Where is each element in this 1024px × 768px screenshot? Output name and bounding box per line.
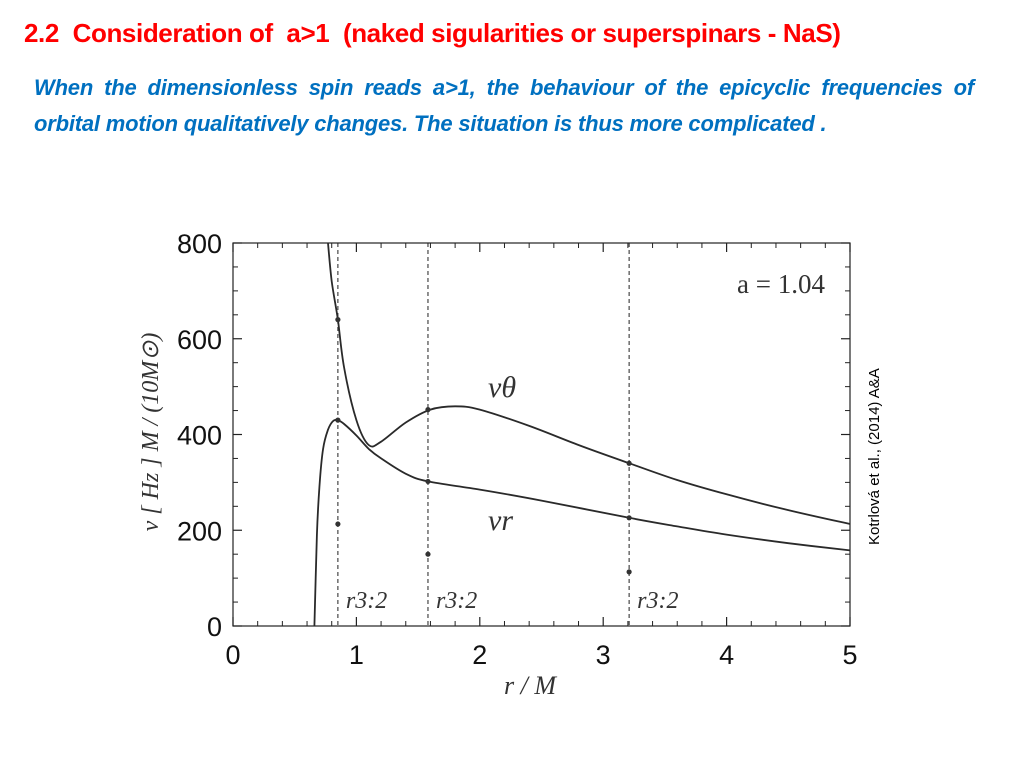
spin-annotation: a = 1.04 bbox=[737, 269, 825, 299]
resonance-point bbox=[626, 569, 632, 575]
figure-credit: Kotrlová et al., (2014) A&A bbox=[866, 368, 883, 545]
resonance-point bbox=[335, 317, 341, 323]
slide-title: 2.2 Consideration of a>1 (naked sigulari… bbox=[24, 18, 841, 48]
y-tick-label: 200 bbox=[177, 516, 222, 546]
series-label-nu-theta: νθ bbox=[488, 371, 516, 404]
x-tick-label: 0 bbox=[225, 640, 240, 670]
nu-r-curve bbox=[313, 418, 851, 627]
x-tick-label: 2 bbox=[472, 640, 487, 670]
y-tick-label: 800 bbox=[177, 229, 222, 259]
nu-theta-curve bbox=[327, 242, 851, 525]
y-axis-label: ν [ Hz ] M / (10M⊙) bbox=[138, 333, 164, 532]
resonance-label: r3:2 bbox=[346, 588, 387, 614]
resonance-point bbox=[425, 407, 431, 413]
resonance-point bbox=[425, 551, 431, 557]
resonance-point bbox=[626, 460, 632, 466]
x-tick-label: 5 bbox=[842, 640, 857, 670]
y-tick-label: 600 bbox=[177, 325, 222, 355]
x-tick-label: 1 bbox=[349, 640, 364, 670]
x-tick-label: 3 bbox=[596, 640, 611, 670]
resonance-point bbox=[425, 478, 431, 485]
x-tick-label: 4 bbox=[719, 640, 734, 670]
resonance-point bbox=[335, 521, 341, 527]
resonance-label: r3:2 bbox=[436, 588, 477, 614]
y-tick-label: 400 bbox=[177, 421, 222, 451]
slide-body-text: When the dimensionless spin reads a>1, t… bbox=[34, 75, 974, 136]
resonance-point bbox=[335, 417, 341, 423]
resonance-label: r3:2 bbox=[637, 588, 678, 614]
x-axis-label: r / M bbox=[504, 671, 557, 700]
y-tick-label: 0 bbox=[207, 612, 222, 642]
resonance-point bbox=[626, 515, 632, 521]
series-label-nu-r: νr bbox=[488, 504, 513, 537]
